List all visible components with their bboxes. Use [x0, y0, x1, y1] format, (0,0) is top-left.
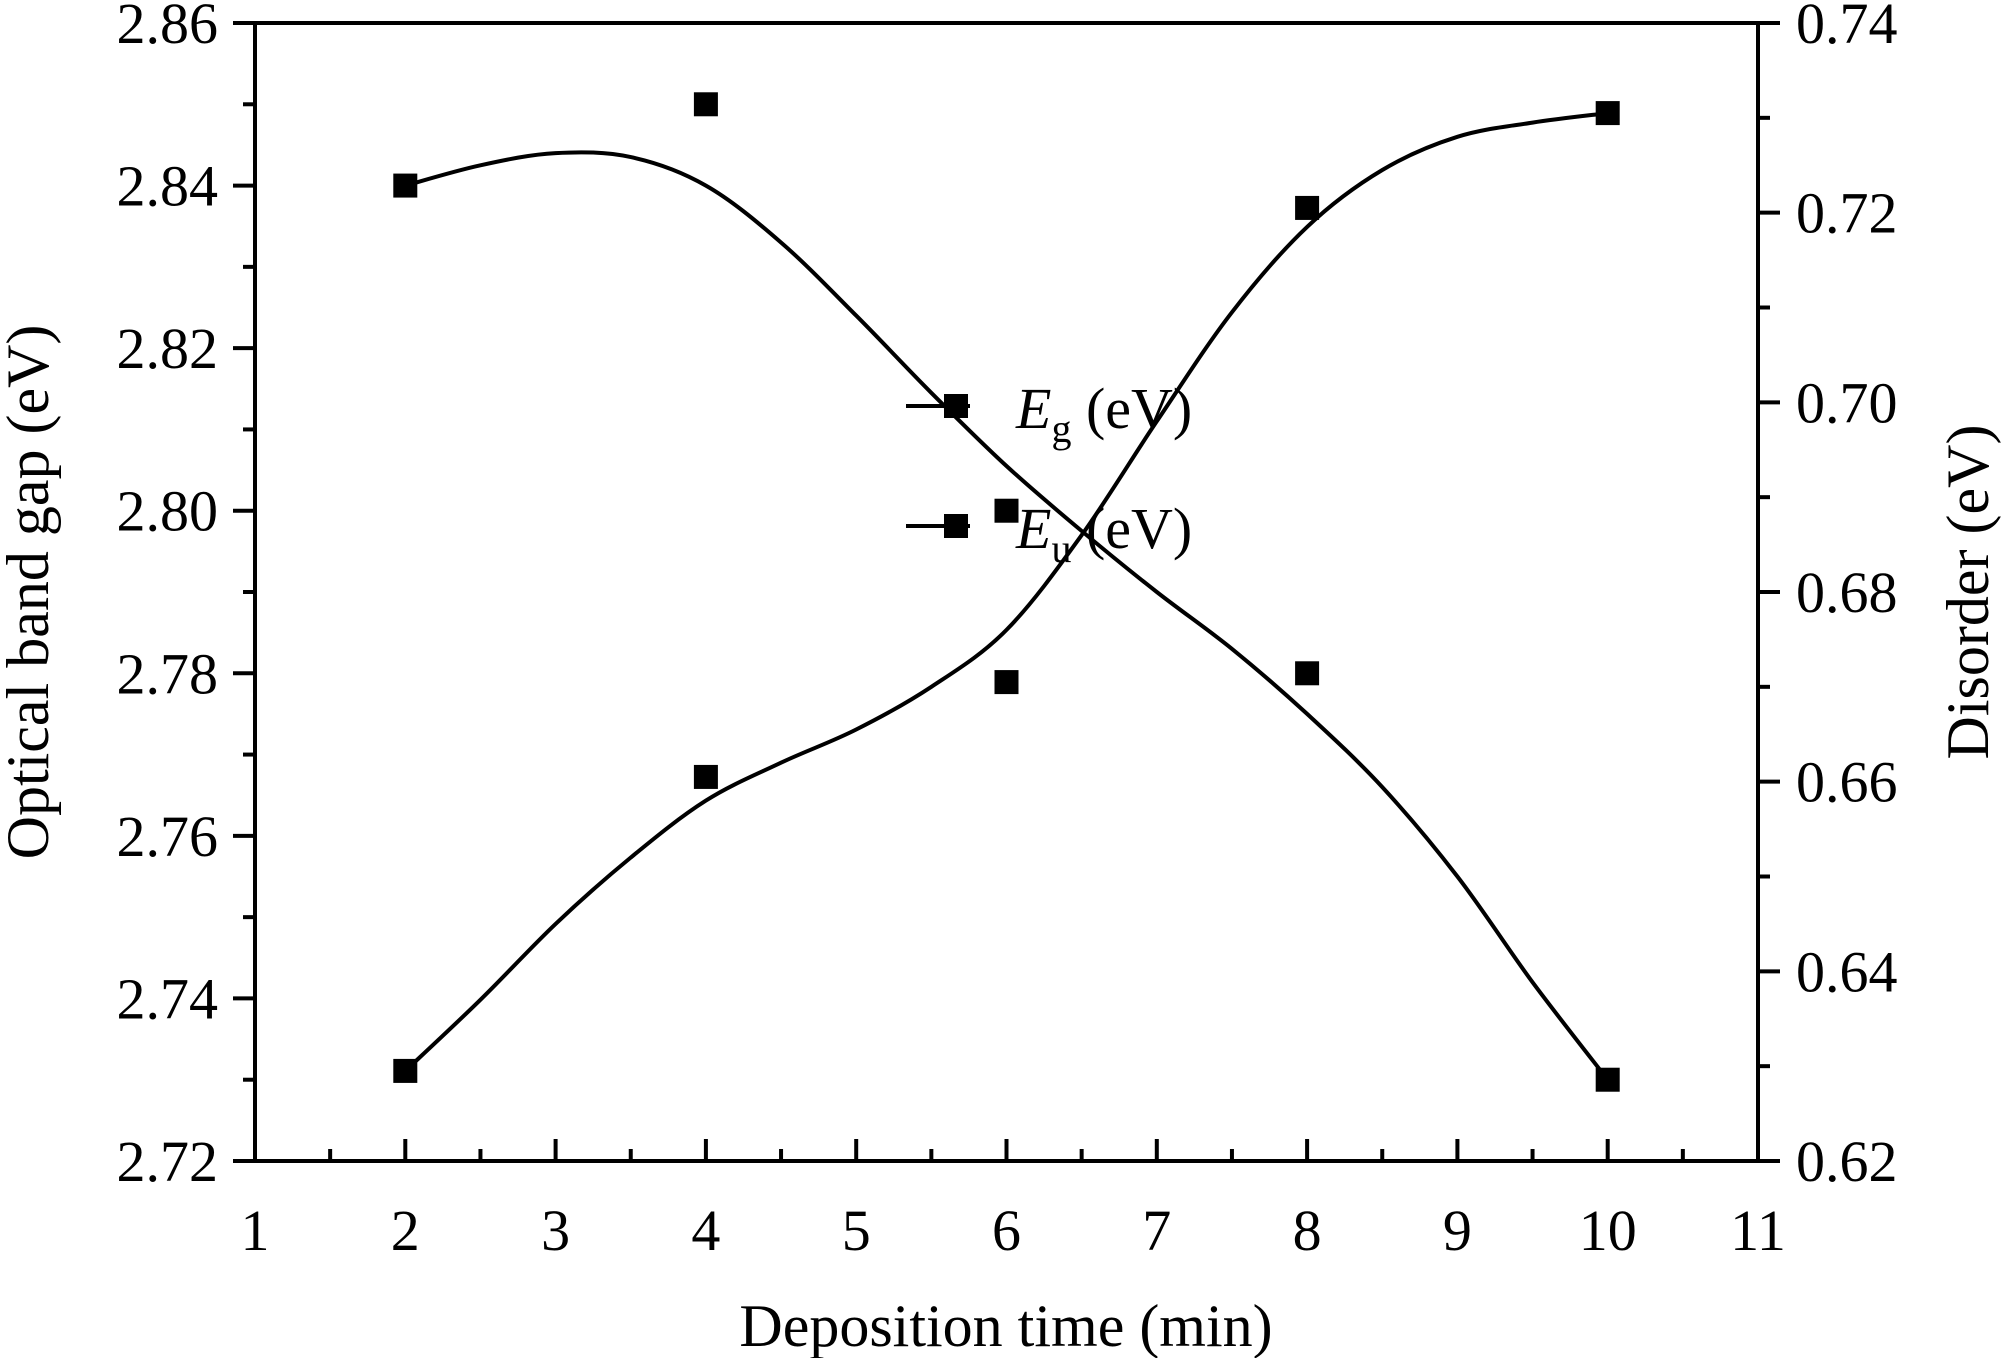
y-left-tick-label: 2.86 [117, 0, 219, 56]
y-right-tick-label: 0.64 [1796, 939, 1898, 1004]
y-left-tick-label: 2.74 [117, 966, 219, 1031]
x-tick-label: 2 [391, 1198, 420, 1263]
legend-label-eu: Eu (eV) [1015, 496, 1192, 571]
legend-label-eg-main: E [1015, 376, 1051, 441]
data-point-eu [1295, 195, 1320, 220]
fit-curves [403, 111, 1610, 1081]
legend-label-eu-sub: u [1051, 526, 1071, 571]
y-right-tick-label: 0.62 [1796, 1129, 1898, 1194]
y-right-tick-label: 0.66 [1796, 750, 1898, 815]
legend-entry-eu: Eu (eV) [906, 496, 1192, 571]
x-tick-label: 9 [1443, 1198, 1472, 1263]
x-tick-label: 3 [541, 1198, 570, 1263]
y-left-tick-label: 2.72 [117, 1129, 219, 1194]
fit-curve-eu [403, 111, 1608, 1073]
x-tick-label: 7 [1142, 1198, 1171, 1263]
plot-frame [253, 21, 1760, 1163]
ticks-layer: 1 2 3 4 5 6 7 8 9 10 11 2.72 2.74 2.76 2.78 2.80 2.82 2.8… [117, 0, 1898, 1263]
fit-curve-eg [404, 150, 1610, 1081]
y-left-tick-label: 2.80 [117, 479, 219, 544]
y-right-tick-label: 0.68 [1796, 560, 1898, 625]
data-point-eg [693, 92, 718, 117]
x-tick-label: 11 [1730, 1198, 1786, 1263]
data-point-eu [994, 670, 1019, 695]
y-axis-left-title: Optical band gap (eV) [0, 325, 61, 860]
data-point-eg [1295, 661, 1320, 686]
x-tick-label: 10 [1579, 1198, 1637, 1263]
y-left-tick-label: 2.84 [117, 154, 219, 219]
data-markers [393, 92, 1620, 1092]
x-tick-label: 8 [1293, 1198, 1322, 1263]
legend-marker-eg [944, 394, 968, 418]
x-tick-label: 5 [842, 1198, 871, 1263]
legend-label-eg: Eg (eV) [1015, 376, 1192, 451]
y-left-tick-label: 2.82 [117, 316, 219, 381]
data-point-eu [1595, 101, 1620, 126]
data-point-eg [994, 498, 1019, 523]
y-right-tick-label: 0.70 [1796, 370, 1898, 435]
data-point-eg [393, 173, 418, 198]
legend-label-eg-unit: (eV) [1071, 376, 1192, 441]
data-point-eg [1595, 1067, 1620, 1092]
x-tick-label: 6 [992, 1198, 1021, 1263]
x-tick-label: 1 [241, 1198, 270, 1263]
legend: Eg (eV) Eu (eV) [906, 376, 1192, 571]
y-right-tick-label: 0.72 [1796, 181, 1898, 246]
x-axis-title: Deposition time (min) [739, 1293, 1272, 1358]
data-point-eu [693, 764, 718, 789]
legend-label-eu-unit: (eV) [1071, 496, 1192, 561]
y-left-tick-label: 2.76 [117, 804, 219, 869]
legend-label-eg-sub: g [1051, 406, 1071, 451]
legend-label-eu-main: E [1015, 496, 1051, 561]
legend-entry-eg: Eg (eV) [906, 376, 1192, 451]
y-left-tick-label: 2.78 [117, 641, 219, 706]
legend-marker-eu [944, 514, 968, 538]
data-point-eu [393, 1058, 418, 1083]
y-right-tick-label: 0.74 [1796, 0, 1898, 56]
x-tick-label: 4 [691, 1198, 720, 1263]
y-axis-right-title: Disorder (eV) [1935, 425, 2001, 760]
